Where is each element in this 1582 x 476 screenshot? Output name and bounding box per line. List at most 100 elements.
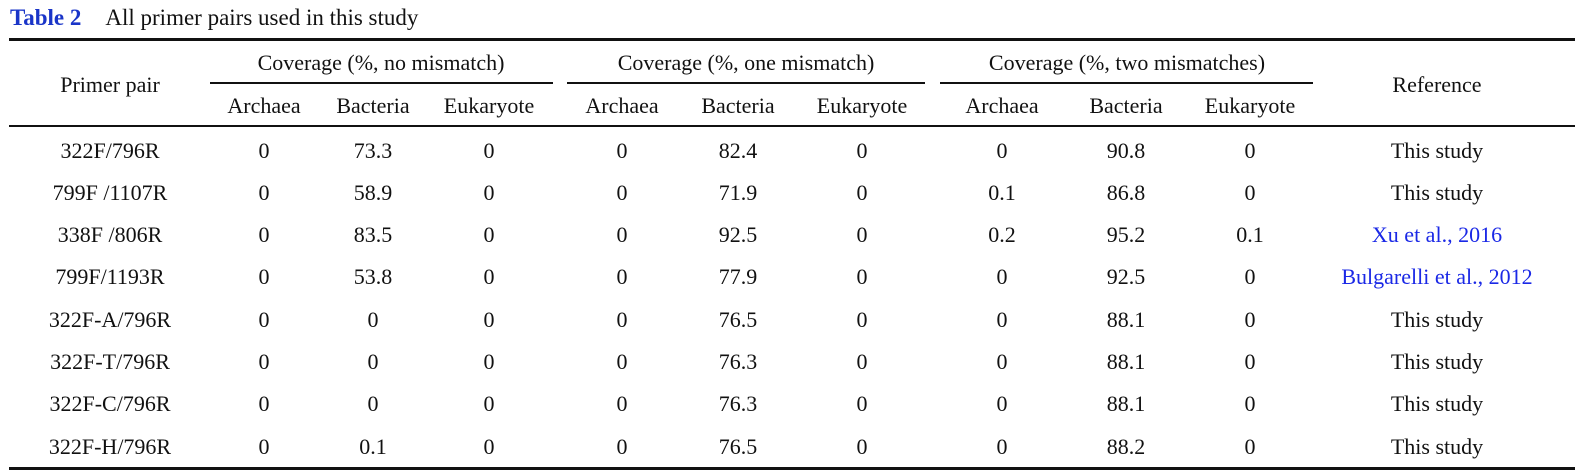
coverage-value-cell: 88.1 (1106, 349, 1146, 374)
coverage-value-cell: 71.9 (718, 180, 758, 205)
coverage-value-cell: 0 (996, 349, 1008, 374)
coverage-value-cell: 0 (616, 349, 628, 374)
group-underline (210, 82, 553, 84)
coverage-value-cell: 0 (856, 434, 868, 459)
coverage-value-cell: 0 (258, 180, 270, 205)
coverage-value-cell: 0 (1244, 264, 1256, 289)
coverage-group-header: Coverage (%, no mismatch) (257, 50, 505, 75)
reference-cell: This study (1390, 349, 1484, 374)
coverage-value-cell: 0.1 (1236, 222, 1264, 247)
coverage-value-cell: 88.2 (1106, 434, 1146, 459)
coverage-value-cell: 0 (483, 138, 495, 163)
coverage-value-cell: 73.3 (353, 138, 393, 163)
archaea-header: Archaea (585, 93, 659, 118)
coverage-value-cell: 0 (996, 264, 1008, 289)
coverage-value-cell: 92.5 (1106, 264, 1146, 289)
coverage-value-cell: 0 (1244, 349, 1256, 374)
reference-cell: This study (1390, 391, 1484, 416)
coverage-value-cell: 53.8 (353, 264, 393, 289)
coverage-value-cell: 0 (258, 264, 270, 289)
primer-pair-cell: 338F /806R (57, 222, 163, 247)
bacteria-header: Bacteria (1089, 93, 1163, 118)
coverage-value-cell: 76.3 (718, 391, 758, 416)
table-title: All primer pairs used in this study (105, 5, 419, 30)
coverage-value-cell: 0 (856, 307, 868, 332)
coverage-group-header: Coverage (%, two mismatches) (988, 50, 1266, 75)
coverage-value-cell: 86.8 (1106, 180, 1146, 205)
reference-cell: This study (1390, 434, 1484, 459)
coverage-value-cell: 0 (856, 391, 868, 416)
coverage-value-cell: 76.5 (718, 307, 758, 332)
primer-pair-cell: 799F/1193R (55, 264, 165, 289)
primer-pair-cell: 322F/796R (60, 138, 160, 163)
coverage-value-cell: 82.4 (718, 138, 758, 163)
coverage-value-cell: 0 (616, 434, 628, 459)
eukaryote-header: Eukaryote (443, 93, 535, 118)
coverage-value-cell: 0.1 (359, 434, 387, 459)
coverage-value-cell: 0 (856, 222, 868, 247)
coverage-value-cell: 0 (856, 138, 868, 163)
coverage-value-cell: 76.5 (718, 434, 758, 459)
coverage-value-cell: 83.5 (353, 222, 393, 247)
coverage-value-cell: 0 (483, 349, 495, 374)
archaea-header: Archaea (965, 93, 1039, 118)
coverage-value-cell: 0 (996, 434, 1008, 459)
top-rule (9, 38, 1575, 41)
coverage-value-cell: 0 (367, 391, 379, 416)
coverage-value-cell: 88.1 (1106, 391, 1146, 416)
reference-cell: This study (1390, 138, 1484, 163)
primer-pair-cell: 322F-H/796R (48, 434, 172, 459)
archaea-header: Archaea (227, 93, 301, 118)
coverage-value-cell: 0 (483, 391, 495, 416)
reference-cell: This study (1390, 307, 1484, 332)
coverage-value-cell: 0 (483, 180, 495, 205)
reference-link[interactable]: Bulgarelli et al., 2012 (1341, 264, 1533, 289)
coverage-value-cell: 0 (856, 349, 868, 374)
coverage-value-cell: 0 (616, 138, 628, 163)
eukaryote-header: Eukaryote (1204, 93, 1296, 118)
coverage-value-cell: 0 (996, 391, 1008, 416)
reference-header: Reference (1392, 72, 1482, 97)
coverage-group-header: Coverage (%, one mismatch) (617, 50, 875, 75)
coverage-value-cell: 0 (258, 307, 270, 332)
coverage-value-cell: 0 (258, 349, 270, 374)
coverage-value-cell: 90.8 (1106, 138, 1146, 163)
coverage-value-cell: 95.2 (1106, 222, 1146, 247)
bacteria-header: Bacteria (701, 93, 775, 118)
coverage-value-cell: 0 (367, 349, 379, 374)
eukaryote-header: Eukaryote (816, 93, 908, 118)
coverage-value-cell: 0 (1244, 391, 1256, 416)
coverage-value-cell: 0 (616, 180, 628, 205)
coverage-value-cell: 0 (1244, 434, 1256, 459)
primer-pair-cell: 322F-T/796R (50, 349, 170, 374)
coverage-value-cell: 0 (483, 307, 495, 332)
coverage-value-cell: 0 (616, 307, 628, 332)
coverage-value-cell: 58.9 (353, 180, 393, 205)
coverage-value-cell: 77.9 (718, 264, 758, 289)
coverage-value-cell: 0 (483, 264, 495, 289)
coverage-value-cell: 0 (996, 307, 1008, 332)
coverage-value-cell: 0 (616, 222, 628, 247)
header-rule (9, 125, 1575, 127)
reference-cell: This study (1390, 180, 1484, 205)
bacteria-header: Bacteria (336, 93, 410, 118)
coverage-value-cell: 88.1 (1106, 307, 1146, 332)
coverage-value-cell: 0.1 (988, 180, 1016, 205)
reference-link[interactable]: Xu et al., 2016 (1371, 222, 1503, 247)
coverage-value-cell: 76.3 (718, 349, 758, 374)
coverage-value-cell: 0 (483, 434, 495, 459)
coverage-value-cell: 0 (483, 222, 495, 247)
primer-pair-cell: 322F-A/796R (48, 307, 172, 332)
primer-pair-header: Primer pair (60, 72, 160, 97)
coverage-value-cell: 0 (1244, 307, 1256, 332)
primer-pair-cell: 799F /1107R (52, 180, 168, 205)
coverage-value-cell: 0 (258, 434, 270, 459)
coverage-value-cell: 0 (996, 138, 1008, 163)
coverage-value-cell: 0 (258, 222, 270, 247)
coverage-value-cell: 0 (258, 138, 270, 163)
table-label: Table 2 (10, 5, 82, 30)
group-underline (567, 82, 925, 84)
coverage-value-cell: 0 (616, 264, 628, 289)
coverage-value-cell: 0 (1244, 138, 1256, 163)
coverage-value-cell: 0 (616, 391, 628, 416)
